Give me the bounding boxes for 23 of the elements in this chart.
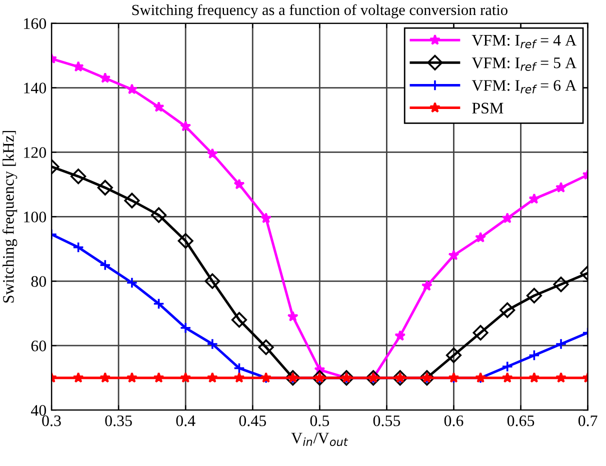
y-tick-label: 160 — [24, 18, 46, 29]
x-tick-label: 0.65 — [507, 415, 534, 426]
legend-label: PSM — [472, 102, 504, 114]
y-tick-label: 80 — [31, 276, 46, 287]
x-tick-label: 0.45 — [239, 415, 266, 426]
x-tick-label: 0.7 — [578, 415, 598, 426]
y-tick-label: 120 — [24, 147, 46, 158]
x-tick-label: 0.3 — [42, 415, 61, 426]
chart-title: Switching frequency as a function of voltage conversion ratio — [132, 4, 508, 18]
legend-label: VFM: I$_{ref}$ = 4 A — [472, 34, 576, 48]
x-tick-label: 0.55 — [373, 415, 400, 426]
legend-label: VFM: I$_{ref}$ = 5 A — [472, 58, 576, 71]
x-tick-label: 0.5 — [310, 415, 330, 426]
y-tick-label: 40 — [30, 405, 46, 416]
x-axis-title: V$_{in}$/V$_{out}$ — [291, 432, 348, 446]
x-tick-label: 0.6 — [444, 415, 464, 426]
x-tick-label: 0.35 — [105, 415, 132, 426]
y-tick-label: 140 — [24, 82, 46, 94]
y-tick-label: 60 — [31, 340, 46, 352]
legend-label: VFM: I$_{ref}$ = 6 A — [472, 80, 576, 94]
y-axis-title: Switching frequency [kHz] — [2, 130, 18, 303]
y-tick-label: 100 — [24, 212, 46, 222]
x-tick-label: 0.4 — [176, 415, 196, 426]
